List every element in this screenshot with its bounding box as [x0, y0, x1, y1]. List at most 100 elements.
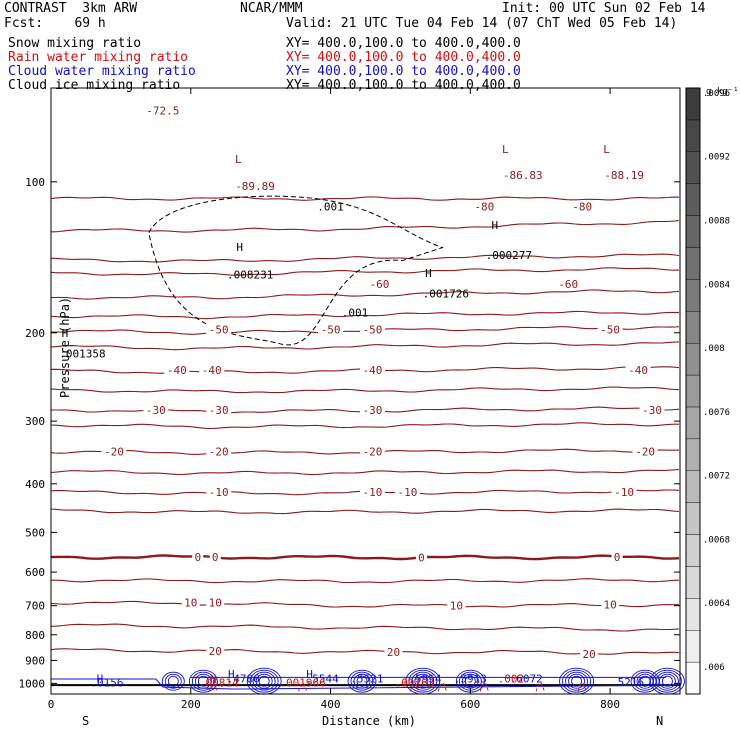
isotherm-label-bg-0: [143, 104, 183, 117]
isotherm--15: [50, 468, 680, 476]
colorbar-step-13: [685, 247, 701, 280]
legend-cloud-water-label: Cloud water mixing ratio: [8, 64, 196, 79]
legend-cloud-ice-xy: XY= 400.0,100.0 to 400.0,400.0: [286, 78, 521, 93]
isotherm-label-19: -20: [363, 446, 383, 459]
extrema-label-30: .00263: [395, 676, 435, 689]
isotherm-label-8: -50: [600, 324, 620, 337]
isotherm-label-32: 10: [603, 599, 616, 612]
valid-time: Valid: 21 UTC Tue 04 Feb 14 (07 ChT Wed …: [286, 16, 678, 31]
cloud-water-cell-1-1: [197, 675, 209, 687]
colorbar-step-0: [685, 661, 701, 695]
colorbar-unit: g kg⁻¹: [706, 87, 739, 97]
colorbar-frame: [685, 87, 701, 695]
colorbar-tick-5: .008: [703, 344, 725, 354]
extrema-label-23: .5954: [408, 672, 441, 685]
cloud-water-cell-6-4: [562, 669, 592, 693]
extrema-label-8: .001: [317, 201, 344, 214]
legend-cloud-water-xy: XY= 400.0,100.0 to 400.0,400.0: [286, 64, 521, 79]
isotherm--75: [50, 196, 680, 201]
isotherm-label-bg-11: [359, 363, 385, 376]
isotherm-label-28: 0: [614, 551, 621, 564]
y-tick-label-800: 800: [25, 629, 45, 642]
isotherm-label-bg-34: [384, 646, 403, 659]
isotherm-label-bg-35: [580, 647, 599, 660]
y-tick-label-400: 400: [25, 478, 45, 491]
colorbar-tick-9: .0096: [703, 89, 730, 99]
cloud-water-cell-3-3: [350, 671, 374, 691]
isotherm-label-13: -30: [146, 404, 166, 417]
isotherm-label-bg-24: [611, 485, 637, 498]
colorbar-tick-0: .006: [703, 663, 725, 673]
isotherm-label-27: 0: [418, 551, 425, 564]
isotherm-label-bg-14: [206, 403, 232, 416]
colorbar-step-9: [685, 374, 701, 408]
isotherm-label-bg-7: [359, 323, 385, 336]
legend-rain-xy: XY= 400.0,100.0 to 400.0,400.0: [286, 50, 521, 65]
legend-rain-label: Rain water mixing ratio: [8, 50, 189, 65]
cloud-water-cell-8-3: [655, 671, 679, 691]
legend-snow-label: Snow mixing ratio: [8, 36, 142, 51]
isotherm--45: [50, 341, 680, 351]
isotherm-label-bg-29: [181, 596, 200, 609]
extrema-label-28: .00814: [199, 676, 239, 689]
init-time: Init: 00 UTC Sun 02 Feb 14: [502, 1, 706, 16]
isotherm-label-35: 20: [583, 648, 596, 661]
colorbar-step-7: [685, 438, 701, 471]
isotherm-label-14: -30: [209, 404, 229, 417]
extrema-label-11: .001726: [423, 288, 469, 301]
isotherm-label-bg-3: [366, 278, 392, 291]
isotherm-label-bg-4: [555, 278, 581, 291]
cloud-water-cell-1-3: [191, 671, 215, 691]
extrema-label-2: L: [502, 143, 509, 156]
extrema-label-21: .5544: [306, 672, 339, 685]
north-label: N: [656, 714, 663, 728]
isotherm-label-bg-28: [611, 551, 623, 564]
cloud-water-cell-3-4: [347, 669, 377, 693]
extrema-label-31: .002: [498, 672, 525, 685]
cloud-water-cell-6-1: [571, 675, 583, 687]
isotherm-label-bg-9: [164, 363, 190, 376]
cloud-water-cell-0-3: [161, 671, 185, 691]
extrema-label-3: -86.83: [503, 169, 543, 182]
isotherm--25: [50, 422, 679, 430]
isotherm-label-bg-31: [447, 599, 466, 612]
rain-contour-2: [409, 682, 419, 692]
isotherm-label-bg-15: [359, 403, 385, 416]
y-tick-label-900: 900: [25, 654, 45, 667]
isotherm-label-26: 0: [212, 551, 219, 564]
contour-layer: [50, 195, 685, 695]
isotherm-label-bg-2: [569, 200, 595, 213]
cloud-water-cell-8-2: [658, 673, 676, 689]
extrema-label-29: .001966: [279, 676, 325, 689]
extrema-label-6: H: [236, 241, 243, 254]
isotherm-5: [51, 578, 680, 584]
south-label: S: [82, 714, 89, 728]
isotherm-label-3: -60: [370, 278, 390, 291]
legend-cloud-ice-label: Cloud ice mixing ratio: [8, 78, 181, 93]
legend-snow-xy: XY= 400.0,100.0 to 400.0,400.0: [286, 36, 521, 51]
colorbar-step-10: [685, 342, 701, 376]
isotherm-label-22: -10: [363, 486, 383, 499]
isotherm-label-bg-18: [206, 445, 232, 458]
cloud-water-cell-5-1: [464, 675, 476, 687]
extrema-label-27: H: [210, 672, 217, 685]
cloud-water-cell-6-3: [565, 671, 589, 691]
extrema-label-5: -88.19: [604, 169, 644, 182]
isotherm-label-20: -20: [635, 446, 655, 459]
cloud-water-cell-2-3: [252, 671, 276, 691]
cloud-water-cell-6-2: [568, 673, 586, 689]
isotherm-label-1: -80: [474, 201, 494, 214]
isotherm-label-29: 10: [184, 597, 197, 610]
cloud-water-cell-8-1: [661, 675, 673, 687]
isotherm-label-bg-27: [415, 551, 427, 564]
isotherm-label-bg-12: [625, 363, 651, 376]
x-axis-label: Distance (km): [322, 714, 416, 728]
colorbar-tick-1: .0064: [703, 599, 730, 609]
extrema-label-24: .5913: [454, 672, 487, 685]
x-tick-label-200: 200: [181, 698, 201, 711]
y-tick-label-700: 700: [25, 600, 45, 613]
isotherm-15: [50, 623, 680, 632]
extrema-label-16: H: [97, 672, 104, 685]
rain-contour-0: [208, 682, 218, 692]
